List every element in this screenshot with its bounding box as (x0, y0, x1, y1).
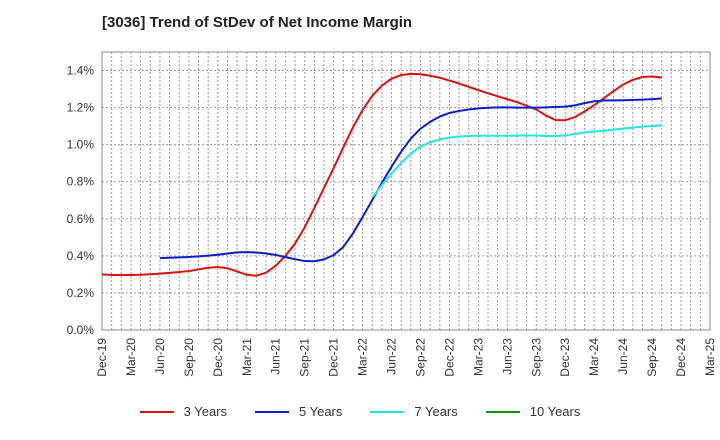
y-tick-label: 0.6% (67, 212, 95, 226)
legend-swatch (370, 410, 405, 413)
x-tick-label: Mar-20 (124, 338, 138, 376)
series-line-7-years (371, 124, 662, 199)
legend-label: 10 Years (529, 404, 581, 419)
x-tick-label: Sep-23 (529, 338, 543, 377)
x-tick-label: Jun-22 (385, 338, 399, 375)
x-tick-label: Mar-25 (703, 338, 717, 376)
legend-swatch (485, 410, 520, 413)
x-tick-label: Jun-24 (616, 338, 630, 375)
legend-label: 7 Years (414, 404, 458, 419)
legend-item: 7 Years (370, 404, 458, 419)
y-tick-label: 0.4% (67, 249, 95, 263)
legend-item: 10 Years (485, 404, 581, 419)
x-tick-label: Jun-23 (500, 338, 514, 375)
line-chart: 0.0% 0.2% 0.4% 0.6% 0.8% 1.0% 1.2% 1.4% Dec-19 Ma… (67, 51, 717, 377)
x-tick-label: Dec-24 (674, 338, 688, 377)
y-tick-label: 1.4% (67, 64, 95, 78)
x-tick-label: Mar-21 (240, 338, 254, 376)
x-tick-label: Dec-20 (211, 338, 225, 377)
chart-title: [3036] Trend of StDev of Net Income Marg… (102, 14, 413, 31)
legend-item: 5 Years (255, 404, 342, 419)
y-tick-label: 0.8% (67, 175, 95, 189)
y-tick-label: 0.2% (67, 286, 95, 300)
y-tick-label: 0.0% (67, 323, 95, 337)
plot-area (101, 51, 711, 331)
x-tick-label: Dec-22 (442, 338, 456, 377)
x-tick-label: Mar-22 (356, 338, 370, 376)
legend-swatch (139, 410, 174, 413)
x-tick-label: Jun-21 (269, 338, 283, 375)
x-tick-label: Sep-20 (182, 338, 196, 377)
x-tick-label: Sep-22 (413, 338, 427, 377)
x-tick-label: Dec-19 (95, 338, 109, 377)
x-tick-label: Sep-21 (298, 338, 312, 377)
series-line-3-years (101, 72, 662, 277)
x-tick-label: Mar-23 (471, 338, 485, 376)
x-tick-label: Jun-20 (153, 338, 167, 375)
y-tick-label: 1.2% (67, 101, 95, 115)
legend-item: 3 Years (139, 404, 227, 419)
y-tick-label: 1.0% (67, 138, 95, 152)
x-tick-label: Dec-21 (327, 338, 341, 377)
x-tick-label: Mar-24 (587, 338, 601, 376)
legend-label: 5 Years (299, 404, 343, 419)
x-tick-label: Sep-24 (645, 338, 659, 377)
chart-legend: 3 Years 5 Years 7 Years 10 Years (0, 404, 720, 419)
legend-swatch (255, 410, 289, 413)
series-line-5-years (159, 97, 662, 263)
x-tick-label: Dec-23 (558, 338, 572, 377)
legend-label: 3 Years (183, 404, 227, 419)
